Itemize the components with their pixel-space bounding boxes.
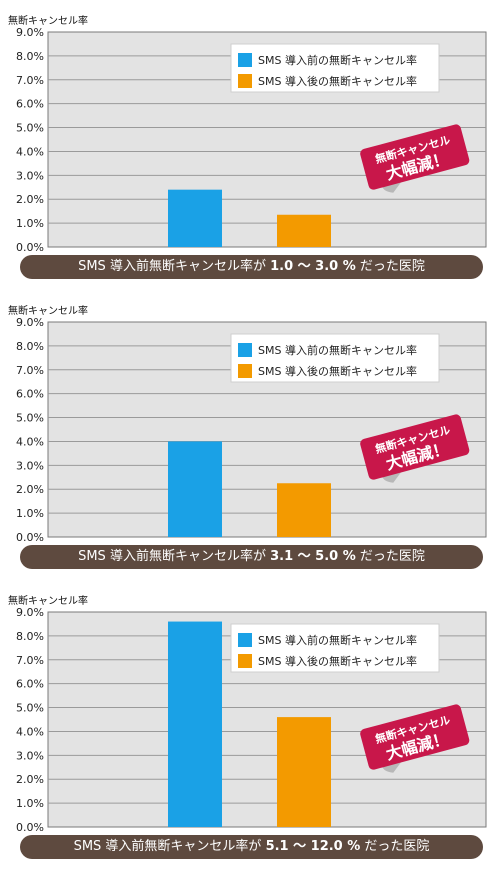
chart-panel: 無断キャンセル率 0.0% 1.0% 2.0% 3.0% 4.0% 5.0% 6.0% 7.0%… (0, 10, 500, 290)
y-tick-label: 4.0% (16, 725, 44, 738)
y-tick-label: 3.0% (16, 459, 44, 472)
legend: SMS 導入前の無断キャンセル率 SMS 導入後の無断キャンセル率 (230, 623, 440, 673)
legend-swatch (238, 633, 252, 647)
y-tick-label: 6.0% (16, 678, 44, 691)
legend-box (230, 43, 440, 93)
y-tick-label: 3.0% (16, 169, 44, 182)
y-tick-label: 2.0% (16, 193, 44, 206)
legend: SMS 導入前の無断キャンセル率 SMS 導入後の無断キャンセル率 (230, 333, 440, 383)
y-tick-label: 7.0% (16, 364, 44, 377)
y-tick-label: 5.0% (16, 412, 44, 425)
y-tick-label: 7.0% (16, 74, 44, 87)
y-tick-label: 7.0% (16, 654, 44, 667)
banner-prefix: SMS 導入前無断キャンセル率が (78, 549, 271, 564)
badge-body (360, 414, 470, 480)
legend-swatch (238, 53, 252, 67)
y-tick-label: 2.0% (16, 773, 44, 786)
y-tick-label: 9.0% (16, 606, 44, 619)
y-tick-label: 8.0% (16, 340, 44, 353)
bar-before (168, 189, 222, 247)
legend-label: SMS 導入前の無断キャンセル率 (258, 53, 417, 67)
y-tick-label: 1.0% (16, 217, 44, 230)
legend-label: SMS 導入前の無断キャンセル率 (258, 633, 417, 647)
bar-after (277, 483, 331, 537)
bar-after (277, 214, 331, 247)
y-tick-label: 0.0% (16, 241, 44, 254)
y-tick-label: 9.0% (16, 316, 44, 329)
bar-after (277, 717, 331, 827)
banner-prefix: SMS 導入前無断キャンセル率が (73, 839, 266, 854)
y-tick-label: 1.0% (16, 507, 44, 520)
legend-box (230, 623, 440, 673)
badge-body (360, 124, 470, 190)
banner-suffix: だった医院 (355, 549, 425, 564)
y-tick-label: 4.0% (16, 435, 44, 448)
y-axis-title: 無断キャンセル率 (8, 596, 88, 607)
legend-swatch (238, 343, 252, 357)
legend-label: SMS 導入前の無断キャンセル率 (258, 343, 417, 357)
range-banner: SMS 導入前無断キャンセル率が 5.1 ～ 12.0 % だった医院 (20, 835, 483, 859)
y-tick-label: 6.0% (16, 98, 44, 111)
y-tick-label: 9.0% (16, 26, 44, 39)
banner-range: 5.1 ～ 12.0 % (265, 839, 361, 854)
badge-body (360, 704, 470, 770)
legend-label: SMS 導入後の無断キャンセル率 (258, 74, 417, 88)
bar-chart-svg: 0.0% 1.0% 2.0% 3.0% 4.0% 5.0% 6.0% 7.0% 8.0% 9.0%… (16, 26, 487, 254)
bar-chart-svg: 0.0% 1.0% 2.0% 3.0% 4.0% 5.0% 6.0% 7.0% 8.0% 9.0%… (16, 316, 487, 544)
bar-chart-svg: 0.0% 1.0% 2.0% 3.0% 4.0% 5.0% 6.0% 7.0% 8.0% 9.0%… (16, 606, 487, 834)
y-tick-label: 2.0% (16, 483, 44, 496)
y-tick-label: 5.0% (16, 702, 44, 715)
banner-prefix: SMS 導入前無断キャンセル率が (78, 259, 271, 274)
range-banner: SMS 導入前無断キャンセル率が 1.0 ～ 3.0 % だった医院 (20, 255, 483, 279)
chart-panel: 無断キャンセル率 0.0% 1.0% 2.0% 3.0% 4.0% 5.0% 6.0% 7.0%… (0, 590, 500, 870)
y-tick-label: 8.0% (16, 50, 44, 63)
banner-suffix: だった医院 (355, 259, 425, 274)
y-tick-label: 5.0% (16, 122, 44, 135)
y-axis-title: 無断キャンセル率 (8, 16, 88, 27)
legend-label: SMS 導入後の無断キャンセル率 (258, 364, 417, 378)
legend-swatch (238, 654, 252, 668)
y-tick-label: 1.0% (16, 797, 44, 810)
banner-range: 1.0 ～ 3.0 % (270, 259, 356, 274)
legend: SMS 導入前の無断キャンセル率 SMS 導入後の無断キャンセル率 (230, 43, 440, 93)
legend-box (230, 333, 440, 383)
y-tick-label: 8.0% (16, 630, 44, 643)
chart-panel: 無断キャンセル率 0.0% 1.0% 2.0% 3.0% 4.0% 5.0% 6.0% 7.0%… (0, 300, 500, 580)
banner-suffix: だった医院 (360, 839, 430, 854)
legend-swatch (238, 74, 252, 88)
y-tick-label: 0.0% (16, 531, 44, 544)
range-banner: SMS 導入前無断キャンセル率が 3.1 ～ 5.0 % だった医院 (20, 545, 483, 569)
y-tick-label: 0.0% (16, 821, 44, 834)
y-tick-label: 4.0% (16, 145, 44, 158)
y-tick-label: 3.0% (16, 749, 44, 762)
banner-range: 3.1 ～ 5.0 % (270, 549, 356, 564)
y-axis-title: 無断キャンセル率 (8, 306, 88, 317)
legend-label: SMS 導入後の無断キャンセル率 (258, 654, 417, 668)
bar-before (168, 621, 222, 827)
y-tick-label: 6.0% (16, 388, 44, 401)
bar-before (168, 441, 222, 537)
legend-swatch (238, 364, 252, 378)
